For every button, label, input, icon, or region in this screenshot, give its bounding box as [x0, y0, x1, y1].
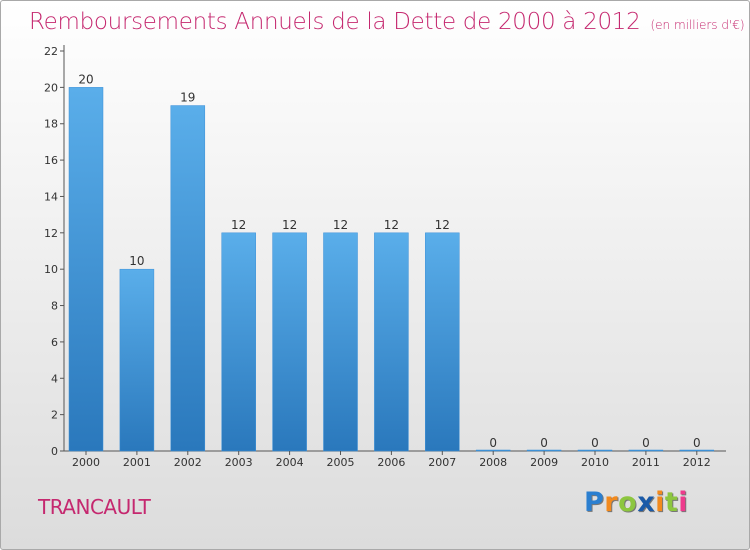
bar-value-label: 0: [642, 436, 650, 450]
y-tick-label: 12: [44, 227, 58, 240]
chart-title: Remboursements Annuels de la Dette de 20…: [29, 9, 745, 35]
bar: [577, 449, 613, 452]
bar-value-label: 0: [693, 436, 701, 450]
logo-letter: i: [678, 487, 689, 518]
x-tick-label: 2011: [632, 456, 660, 469]
x-tick-label: 2009: [530, 456, 558, 469]
bar: [323, 232, 358, 452]
bar-value-label: 0: [489, 436, 497, 450]
bar-value-label: 19: [180, 91, 195, 105]
y-tick-label: 0: [51, 445, 58, 458]
y-tick-label: 14: [44, 190, 58, 203]
chart-subtitle: (en milliers d'€): [650, 18, 745, 32]
bar-value-label: 12: [435, 218, 450, 232]
y-tick-label: 20: [44, 81, 58, 94]
x-tick-label: 2008: [479, 456, 507, 469]
x-tick-label: 2000: [72, 456, 100, 469]
x-tick-label: 2010: [581, 456, 609, 469]
bar: [425, 232, 460, 452]
bar-value-label: 20: [78, 72, 93, 86]
logo-letter: t: [664, 487, 679, 518]
place-name: TRANCAULT: [38, 495, 151, 519]
proxiti-logo: Proxiti: [584, 487, 688, 518]
y-tick-label: 22: [44, 45, 58, 58]
y-tick-label: 4: [51, 372, 58, 385]
bar: [526, 449, 562, 452]
bar: [68, 87, 104, 452]
y-tick-label: 10: [44, 263, 58, 276]
bar-value-label: 12: [333, 218, 348, 232]
bar: [221, 232, 256, 452]
bar-value-label: 0: [591, 436, 599, 450]
bar-value-label: 12: [282, 218, 297, 232]
x-tick-label: 2007: [428, 456, 456, 469]
logo-letter: o: [618, 487, 638, 518]
x-tick-label: 2012: [683, 456, 711, 469]
logo-letter: x: [637, 487, 656, 518]
x-tick-label: 2005: [327, 456, 355, 469]
bar: [475, 449, 511, 452]
x-tick-label: 2006: [377, 456, 405, 469]
logo-letter: P: [584, 487, 605, 518]
x-tick-label: 2001: [123, 456, 151, 469]
bar: [272, 232, 307, 452]
bar: [170, 105, 206, 452]
logo-letter: r: [604, 487, 619, 518]
bar-value-label: 12: [231, 218, 246, 232]
bar: [374, 232, 409, 452]
bar-value-label: 10: [129, 254, 144, 268]
bar: [119, 268, 155, 452]
y-tick-label: 16: [44, 154, 58, 167]
x-tick-label: 2004: [276, 456, 304, 469]
bar: [679, 449, 715, 452]
y-tick-label: 2: [51, 409, 58, 422]
x-tick-label: 2002: [174, 456, 202, 469]
x-tick-label: 2003: [225, 456, 253, 469]
y-tick-label: 6: [51, 336, 58, 349]
bar-value-label: 12: [384, 218, 399, 232]
chart-title-text: Remboursements Annuels de la Dette de 20…: [29, 9, 641, 35]
bar-value-label: 0: [540, 436, 548, 450]
logo-letter: i: [655, 487, 665, 518]
bar: [628, 449, 664, 452]
y-tick-label: 8: [51, 300, 58, 313]
y-tick-label: 18: [44, 118, 58, 131]
